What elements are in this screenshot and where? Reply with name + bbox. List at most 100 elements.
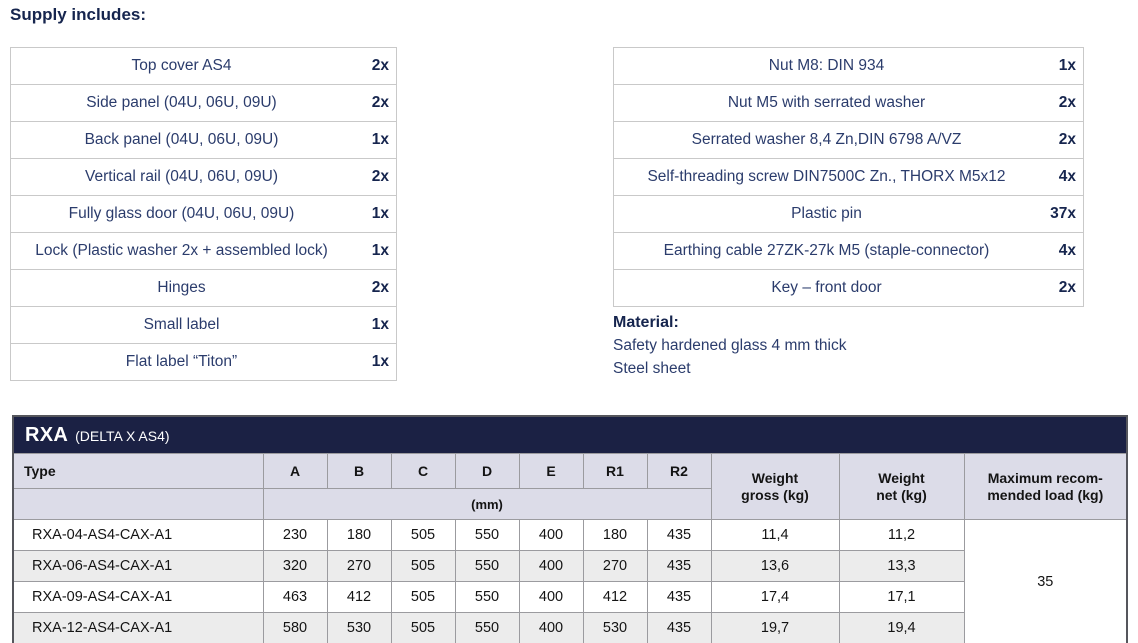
supply-item-qty: 1x [352, 306, 397, 344]
rxa-banner-row: RXA (DELTA X AS4) [12, 415, 1128, 454]
cell-r1: 412 [582, 581, 648, 613]
cell-b: 412 [326, 581, 392, 613]
col-header-b: B [326, 453, 392, 489]
cell-d: 550 [454, 519, 520, 551]
cell-weight-gross: 13,6 [710, 550, 840, 582]
supply-row: Hinges 2x [10, 269, 397, 307]
supply-item-qty: 2x [352, 158, 397, 196]
supply-item-qty: 1x [1058, 57, 1076, 74]
cell-c: 505 [390, 519, 456, 551]
col-header-weight-net: Weight net (kg) [838, 453, 965, 520]
supply-item-qty: 1x [352, 195, 397, 233]
supply-item-qty: 2x [1039, 84, 1084, 122]
supply-item-qty: 4x [1039, 232, 1084, 270]
cell-e: 400 [518, 550, 584, 582]
cell-type: RXA-04-AS4-CAX-A1 [12, 519, 264, 551]
cell-weight-net: 13,3 [838, 550, 965, 582]
supply-row: Self-threading screw DIN7500C Zn., THORX… [613, 158, 1084, 196]
supply-item-qty: 2x [352, 269, 397, 307]
supply-item-label: Side panel (04U, 06U, 09U) [10, 84, 352, 122]
supply-row: Fully glass door (04U, 06U, 09U) 1x [10, 195, 397, 233]
rxa-spec-table: RXA (DELTA X AS4) Type A B C D E R1 R2 We… [12, 415, 1129, 643]
supply-row: Lock (Plastic washer 2x + assembled lock… [10, 232, 397, 270]
supply-row: Nut M8: DIN 934 1x [614, 48, 1084, 85]
col-header-r2: R2 [646, 453, 712, 489]
cell-type: RXA-09-AS4-CAX-A1 [12, 581, 264, 613]
supply-includes-heading: Supply includes: [10, 5, 147, 24]
cell-weight-gross: 11,4 [710, 519, 840, 551]
supply-item-label: Lock (Plastic washer 2x + assembled lock… [10, 232, 352, 270]
cell-weight-net: 17,1 [838, 581, 965, 613]
table-row: RXA-09-AS4-CAX-A1 463 412 505 550 400 41… [12, 581, 1127, 613]
cell-b: 270 [326, 550, 392, 582]
supply-row: Serrated washer 8,4 Zn,DIN 6798 A/VZ 2x [613, 121, 1084, 159]
supply-item-label: Self-threading screw DIN7500C Zn., THORX… [613, 158, 1039, 196]
unit-empty-cell [12, 488, 264, 520]
cell-c: 505 [390, 612, 456, 643]
cell-max-load: 35 [963, 519, 1128, 643]
supply-item-label: Back panel (04U, 06U, 09U) [10, 121, 352, 159]
supply-row: Flat label “Titon” 1x [10, 343, 397, 381]
cell-weight-gross: 17,4 [710, 581, 840, 613]
unit-mm-cell: (mm) [262, 488, 712, 520]
cell-a: 463 [262, 581, 328, 613]
supply-item-qty: 2x [1039, 269, 1084, 307]
supply-item-label: Earthing cable 27ZK-27k M5 (staple-conne… [613, 232, 1039, 270]
material-heading: Material: [613, 314, 679, 331]
cell-r2: 435 [646, 550, 712, 582]
supply-row: Back panel (04U, 06U, 09U) 1x [10, 121, 397, 159]
supply-item-label: Small label [10, 306, 352, 344]
cell-a: 580 [262, 612, 328, 643]
rxa-banner: RXA (DELTA X AS4) [12, 415, 1128, 454]
supply-item-qty: 2x [371, 57, 389, 74]
cell-d: 550 [454, 581, 520, 613]
col-header-a: A [262, 453, 328, 489]
cell-r2: 435 [646, 612, 712, 643]
col-header-type: Type [12, 453, 264, 489]
rxa-subtitle: (DELTA X AS4) [75, 427, 170, 444]
supply-item-qty: 37x [1039, 195, 1084, 233]
cell-a: 230 [262, 519, 328, 551]
supply-row: Earthing cable 27ZK-27k M5 (staple-conne… [613, 232, 1084, 270]
cell-c: 505 [390, 581, 456, 613]
cell-weight-gross: 19,7 [710, 612, 840, 643]
supply-item-label: Top cover AS4 [131, 57, 232, 74]
supply-table-left: Top cover AS4 2x Side panel (04U, 06U, 0… [10, 47, 397, 381]
cell-c: 505 [390, 550, 456, 582]
supply-item-label: Vertical rail (04U, 06U, 09U) [10, 158, 352, 196]
table-row: RXA-12-AS4-CAX-A1 580 530 505 550 400 53… [12, 612, 1127, 643]
supply-item-label: Nut M5 with serrated washer [613, 84, 1039, 122]
supply-row: Key – front door 2x [613, 269, 1084, 307]
col-header-r1: R1 [582, 453, 648, 489]
cell-weight-net: 19,4 [838, 612, 965, 643]
cell-e: 400 [518, 519, 584, 551]
cell-r1: 530 [582, 612, 648, 643]
cell-weight-net: 11,2 [838, 519, 965, 551]
supply-row: Plastic pin 37x [613, 195, 1084, 233]
supply-item-qty: 2x [1039, 121, 1084, 159]
col-header-max-load: Maximum recom- mended load (kg) [963, 453, 1128, 520]
supply-item-label: Key – front door [613, 269, 1039, 307]
supply-item-label: Nut M8: DIN 934 [768, 57, 885, 74]
supply-item-qty: 1x [352, 343, 397, 381]
col-header-e: E [518, 453, 584, 489]
col-header-c: C [390, 453, 456, 489]
cell-b: 530 [326, 612, 392, 643]
supply-table-right: Nut M8: DIN 934 1x Nut M5 with serrated … [613, 47, 1084, 307]
col-header-d: D [454, 453, 520, 489]
cell-r2: 435 [646, 519, 712, 551]
supply-row: Top cover AS4 2x [11, 48, 397, 85]
rxa-header-row: Type A B C D E R1 R2 Weight gross (kg) W… [12, 453, 1128, 520]
material-section: Material: Safety hardened glass 4 mm thi… [613, 311, 846, 380]
supply-item-qty: 1x [352, 232, 397, 270]
cell-a: 320 [262, 550, 328, 582]
cell-type: RXA-06-AS4-CAX-A1 [12, 550, 264, 582]
supply-row: Side panel (04U, 06U, 09U) 2x [10, 84, 397, 122]
table-row: RXA-04-AS4-CAX-A1 230 180 505 550 400 18… [12, 519, 1128, 643]
supply-item-label: Serrated washer 8,4 Zn,DIN 6798 A/VZ [613, 121, 1039, 159]
cell-b: 180 [326, 519, 392, 551]
supply-row: Small label 1x [10, 306, 397, 344]
cell-e: 400 [518, 581, 584, 613]
material-line: Steel sheet [613, 360, 691, 377]
cell-d: 550 [454, 550, 520, 582]
